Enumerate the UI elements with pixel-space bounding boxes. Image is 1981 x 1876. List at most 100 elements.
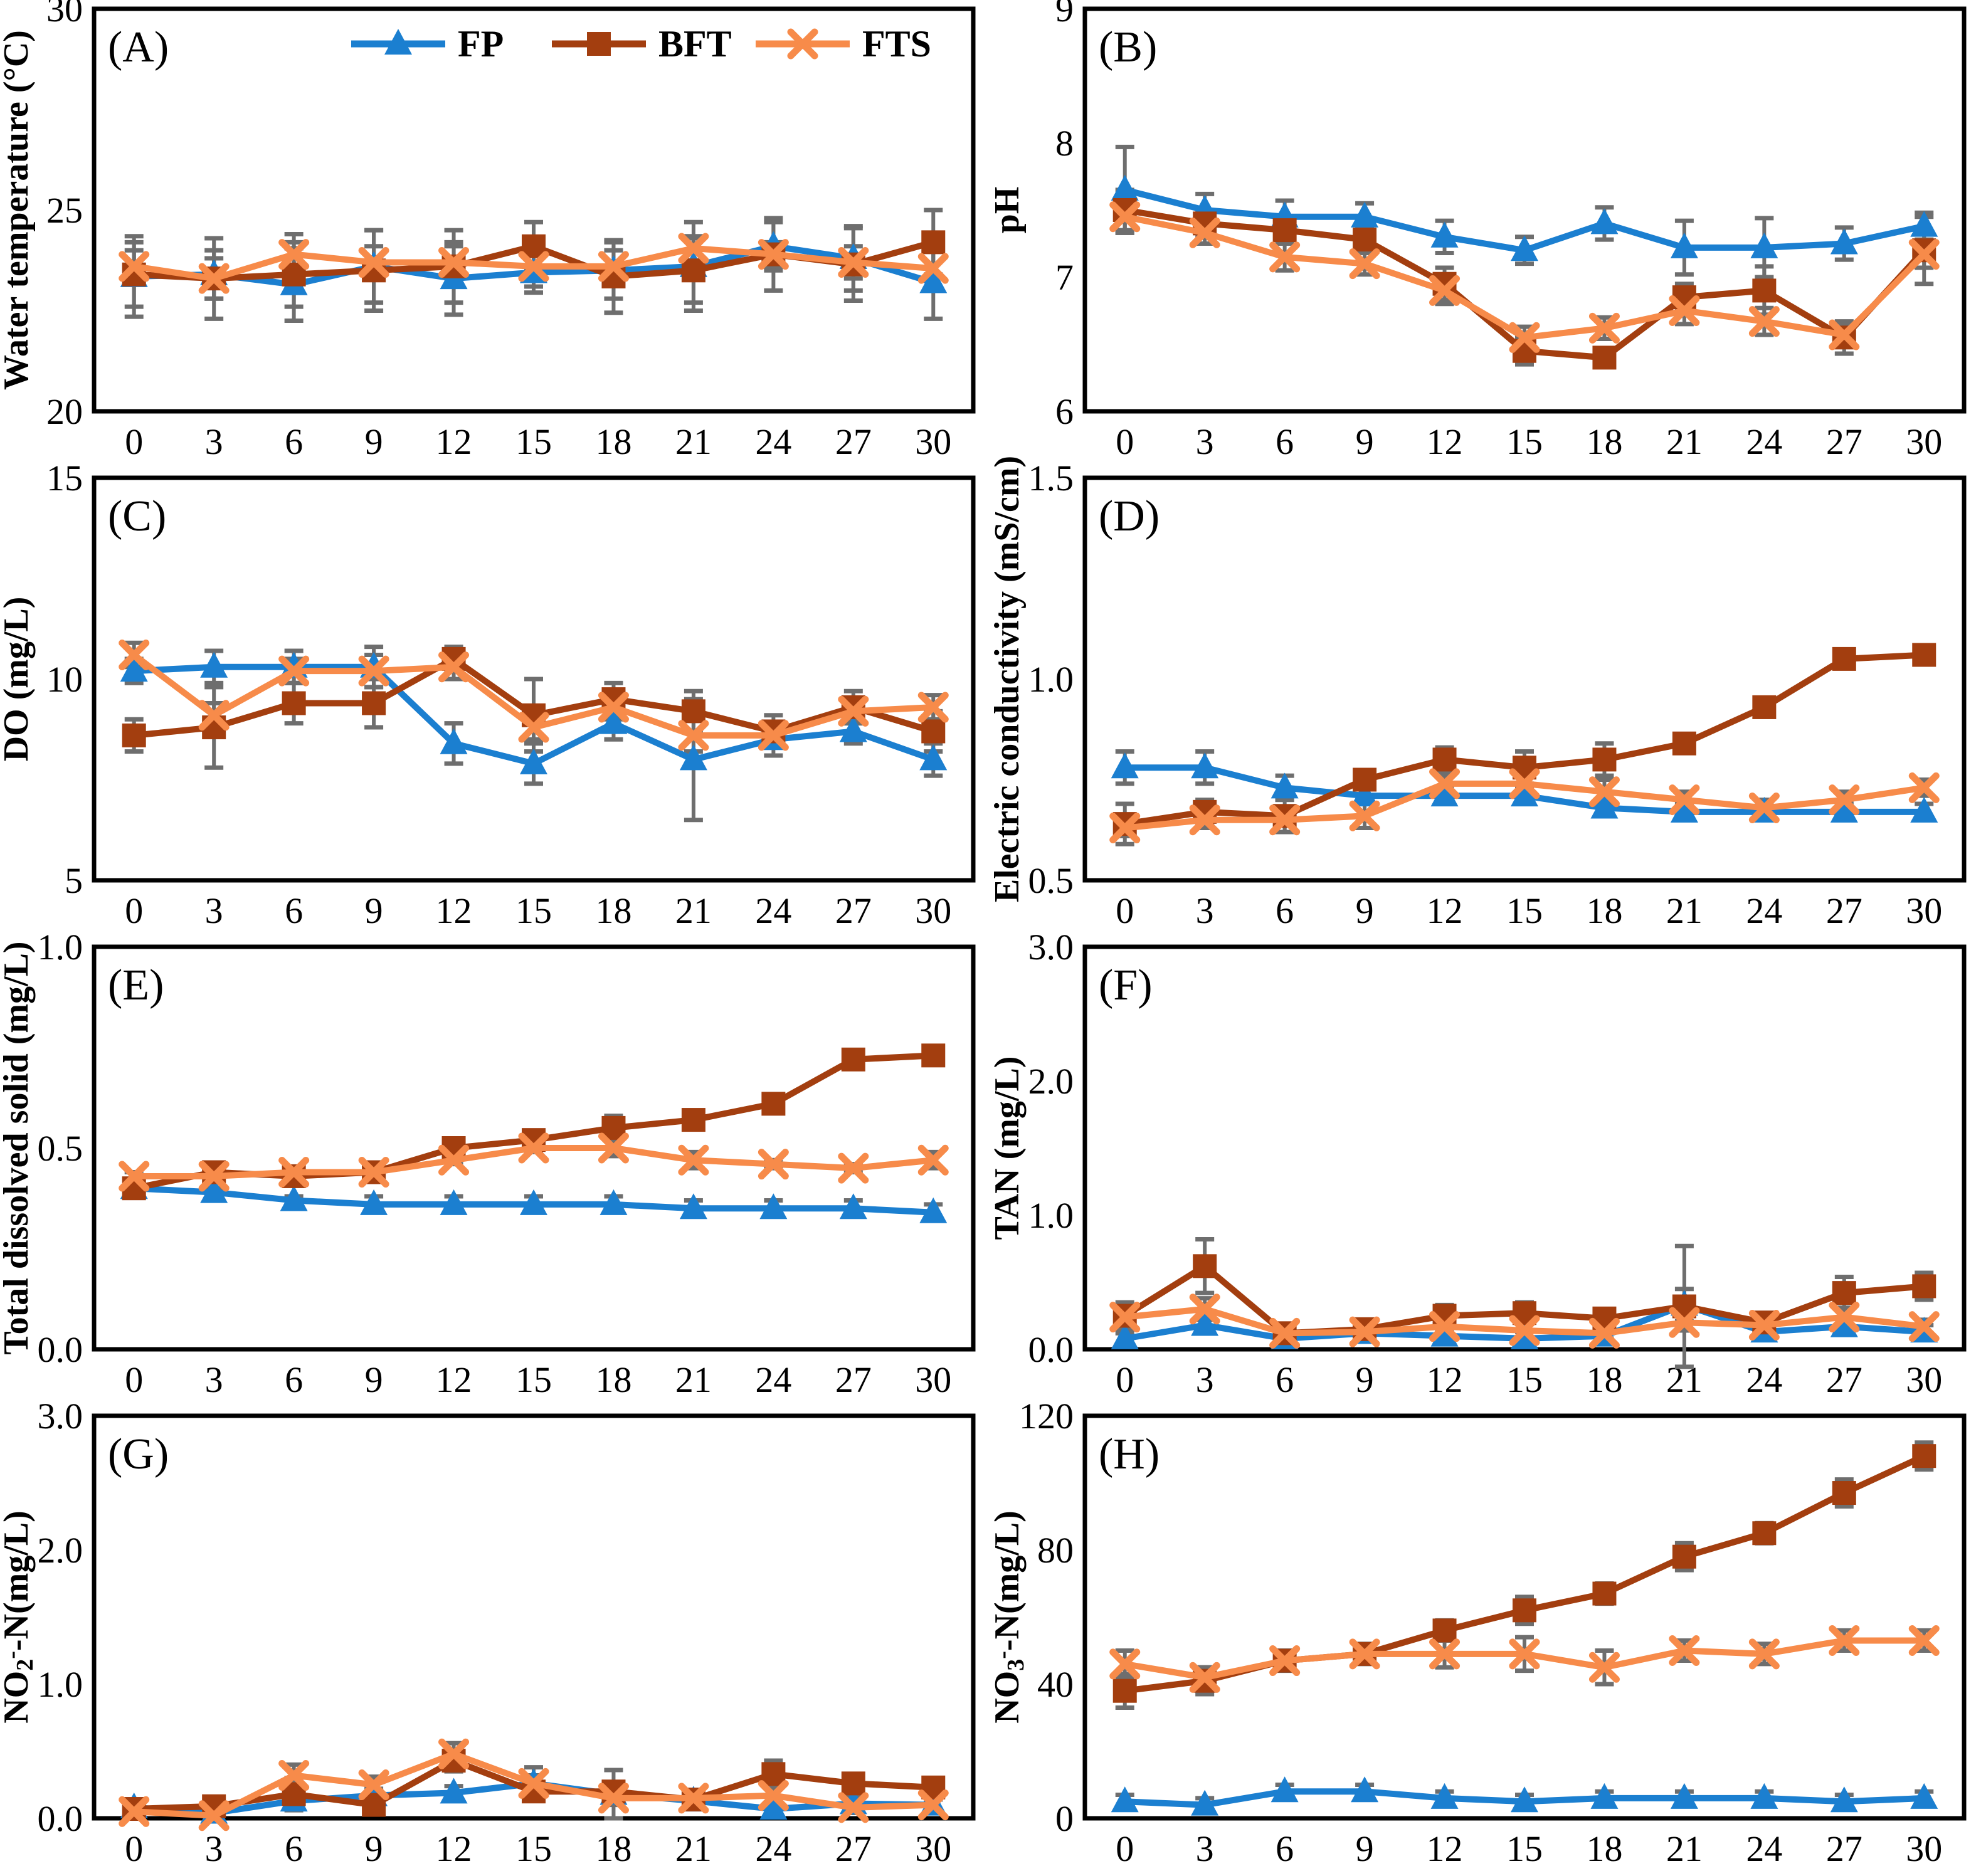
marker-fp xyxy=(520,1189,547,1215)
marker-fp xyxy=(839,1193,867,1220)
x-tick-label: 0 xyxy=(125,1359,143,1400)
marker-bft xyxy=(841,1771,865,1796)
marker-fp xyxy=(440,1778,468,1804)
legend-marker-bft xyxy=(587,32,611,56)
panel-letter: (F) xyxy=(1099,961,1153,1009)
marker-bft xyxy=(1912,1444,1936,1468)
x-tick-label: 9 xyxy=(365,421,383,462)
marker-fts xyxy=(358,1157,389,1188)
x-tick-label: 9 xyxy=(365,890,383,931)
panel-letter: (D) xyxy=(1099,492,1160,540)
marker-fts xyxy=(1189,1294,1220,1325)
panel-letter: (E) xyxy=(108,961,164,1009)
x-tick-label: 18 xyxy=(1586,1359,1622,1400)
x-tick-label: 21 xyxy=(675,421,712,462)
x-tick-label: 6 xyxy=(285,421,303,462)
legend-label: BFT xyxy=(658,23,732,65)
marker-fp xyxy=(1111,752,1139,779)
series-fts xyxy=(1109,1294,1940,1349)
x-tick-label: 0 xyxy=(125,421,143,462)
marker-fp xyxy=(1830,796,1858,823)
marker-fts xyxy=(1908,239,1940,270)
marker-fts xyxy=(358,655,389,687)
x-tick-label: 18 xyxy=(1586,890,1622,931)
x-tick-label: 27 xyxy=(835,1359,872,1400)
marker-fts xyxy=(917,1789,949,1821)
marker-fp xyxy=(919,744,948,771)
marker-bft xyxy=(841,1047,865,1072)
x-tick-label: 27 xyxy=(1826,1828,1862,1869)
marker-bft xyxy=(1513,1598,1536,1623)
marker-fp xyxy=(1111,1323,1139,1349)
marker-fts xyxy=(198,263,230,294)
marker-fts xyxy=(1429,1311,1461,1342)
x-tick-label: 0 xyxy=(1116,421,1134,462)
marker-fts xyxy=(198,700,230,731)
marker-fts xyxy=(598,251,629,282)
y-tick-label: 1.0 xyxy=(38,1664,83,1705)
marker-bft xyxy=(1592,1581,1617,1606)
x-tick-label: 12 xyxy=(1427,1359,1463,1400)
marker-fp xyxy=(1430,221,1459,248)
plot-border-F xyxy=(1082,944,1967,1352)
panel-E: 0.0 0.5 1.0 0 3 6 9 12 15 18 21 24 27 30 Total dissolv… xyxy=(0,927,991,1407)
marker-fts xyxy=(678,1783,709,1814)
marker-fp xyxy=(200,651,228,678)
y-tick-label: 40 xyxy=(1037,1664,1074,1705)
y-tick-label: 3.0 xyxy=(1028,927,1074,967)
marker-fts xyxy=(1908,1311,1940,1342)
y-axis-label: NO2--N(mg/L) xyxy=(0,1510,38,1724)
marker-fp xyxy=(1511,1323,1538,1349)
y-tick-label: 25 xyxy=(46,190,83,231)
x-tick-label: 24 xyxy=(755,1359,791,1400)
series-fts xyxy=(119,1132,949,1192)
marker-fp xyxy=(1351,781,1379,807)
x-tick-label: 27 xyxy=(835,1828,872,1869)
y-tick-label: 30 xyxy=(46,0,83,29)
marker-fp xyxy=(1191,752,1219,779)
x-tick-label: 21 xyxy=(675,1828,712,1869)
marker-fts xyxy=(1588,312,1620,344)
marker-fts xyxy=(1748,792,1780,823)
x-tick-label: 30 xyxy=(1906,1828,1942,1869)
marker-bft xyxy=(921,230,946,255)
marker-fts xyxy=(1509,768,1540,799)
marker-fts xyxy=(119,1161,150,1192)
x-tick-label: 9 xyxy=(1356,1828,1374,1869)
panel-B: 6 7 8 9 0 3 6 9 12 15 18 21 24 27 30 pH (B) xyxy=(988,0,1981,469)
marker-fp xyxy=(120,656,148,682)
marker-fts xyxy=(838,1792,869,1823)
x-tick-label: 30 xyxy=(1906,421,1942,462)
panel-letter: (H) xyxy=(1099,1430,1160,1478)
x-tick-label: 24 xyxy=(755,421,791,462)
y-axis-label: Total dissolved solid (mg/L) xyxy=(0,941,36,1354)
chart-E: 0.0 0.5 1.0 0 3 6 9 12 15 18 21 24 27 30 Total dissolv… xyxy=(0,927,976,1400)
series-bft xyxy=(122,1748,946,1821)
x-tick-label: 15 xyxy=(1506,1359,1543,1400)
marker-fts xyxy=(1669,1307,1700,1338)
x-tick-label: 6 xyxy=(1276,1359,1294,1400)
marker-bft xyxy=(1912,1274,1936,1299)
marker-bft xyxy=(1272,218,1297,243)
marker-fts xyxy=(1269,1317,1301,1349)
marker-fts xyxy=(119,639,150,670)
marker-fts xyxy=(518,1132,549,1164)
panel-letter: (A) xyxy=(108,23,169,71)
marker-fp xyxy=(600,708,628,734)
marker-bft xyxy=(282,691,306,715)
marker-fp xyxy=(1111,1786,1139,1813)
marker-fp xyxy=(1830,1311,1858,1337)
marker-fp xyxy=(1590,208,1619,234)
marker-fts xyxy=(198,1800,230,1831)
marker-fts xyxy=(278,1760,310,1791)
marker-fts xyxy=(1588,1652,1620,1683)
marker-fts xyxy=(1269,804,1301,836)
x-tick-label: 12 xyxy=(1427,890,1463,931)
x-tick-label: 27 xyxy=(1826,890,1862,931)
marker-fts xyxy=(1829,1625,1860,1656)
marker-bft xyxy=(681,1108,705,1132)
legend: FP BFT FTS xyxy=(351,23,931,65)
marker-fts xyxy=(278,655,310,687)
